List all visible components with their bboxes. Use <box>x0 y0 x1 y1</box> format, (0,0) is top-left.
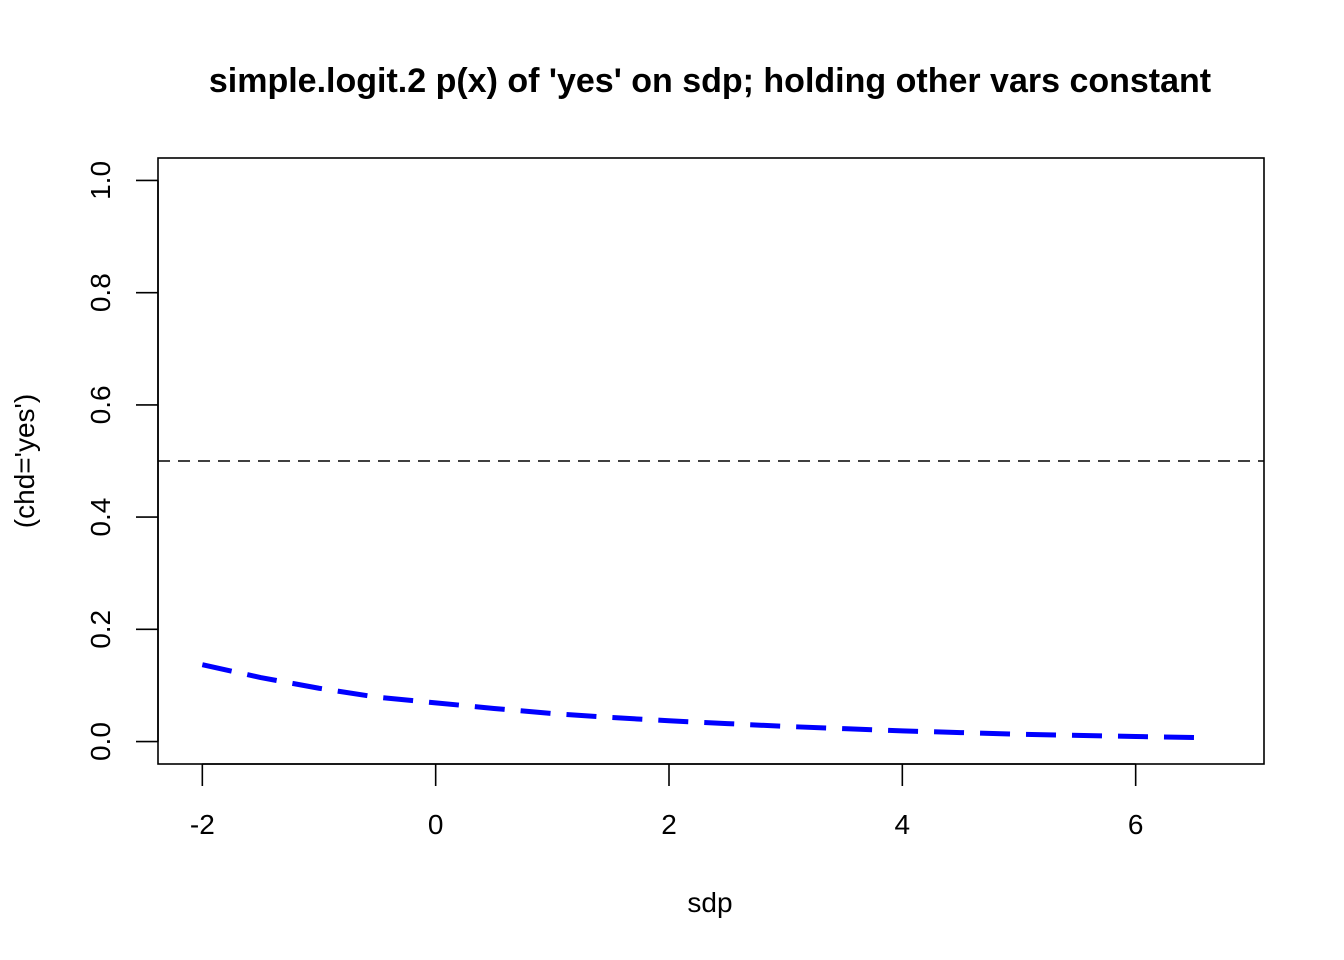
y-axis: 0.0 0.2 0.4 0.6 0.8 1.0 <box>85 161 159 761</box>
x-tick-label: 2 <box>661 809 677 840</box>
x-tick-label: 6 <box>1128 809 1144 840</box>
x-axis-label: sdp <box>687 887 732 918</box>
y-axis-label: (chd='yes') <box>9 394 40 528</box>
x-tick-label: -2 <box>190 809 215 840</box>
chart-title: simple.logit.2 p(x) of 'yes' on sdp; hol… <box>209 62 1211 100</box>
x-tick-label: 0 <box>428 809 444 840</box>
y-tick-label: 0.6 <box>85 385 116 424</box>
series-layer <box>201 662 1206 741</box>
series-line <box>201 662 1206 741</box>
y-tick-label: 1.0 <box>85 161 116 200</box>
x-tick-label: 4 <box>895 809 911 840</box>
y-tick-label: 0.8 <box>85 273 116 312</box>
y-tick-label: 0.2 <box>85 610 116 649</box>
y-tick-label: 0.0 <box>85 722 116 761</box>
x-axis: -2 0 2 4 6 <box>190 763 1144 840</box>
y-tick-label: 0.4 <box>85 498 116 537</box>
